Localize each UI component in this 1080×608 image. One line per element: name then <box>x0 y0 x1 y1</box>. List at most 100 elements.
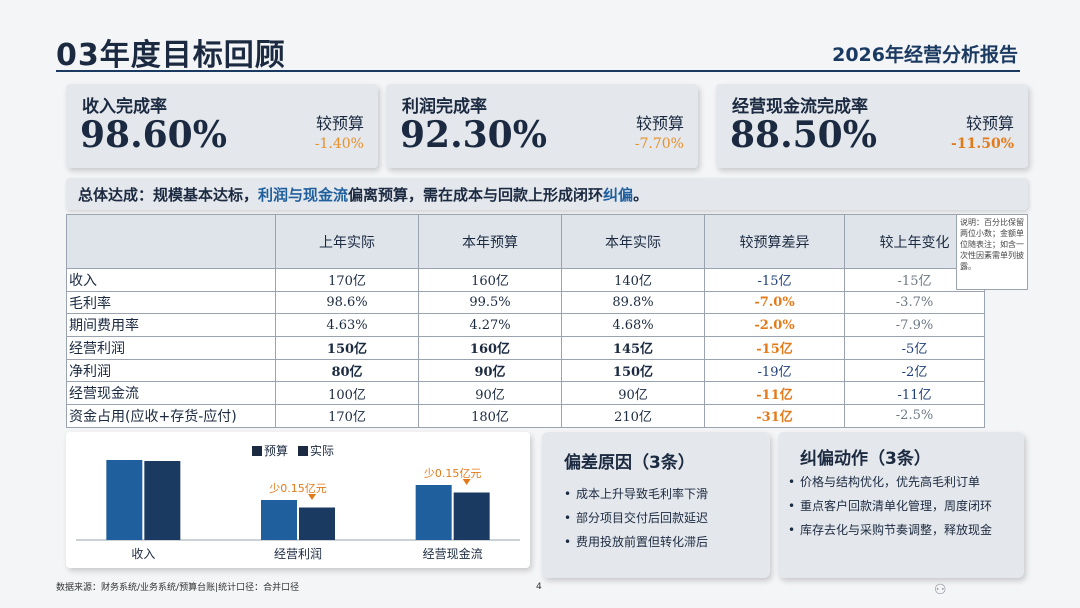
table-cell: 99.5% <box>418 290 562 315</box>
list-item-text: 费用投放前置但转化滞后 <box>576 535 709 549</box>
list-item: • 部分项目交付后回款延迟 <box>564 506 708 530</box>
data-source: 数据来源：财务系统/业务系统/预算台账|统计口径：合并口径 <box>56 583 300 593</box>
kpi-revenue-card: 收入完成率 98.60% 较预算 -1.40% <box>66 84 378 168</box>
title-rule <box>56 70 1020 72</box>
table-cell: 170亿 <box>275 268 419 292</box>
table-cell: 98.6% <box>275 290 419 315</box>
category-label: 收入 <box>131 547 155 561</box>
list-item-text: 价格与结构优化，优先高毛利订单 <box>800 475 981 489</box>
table-cell: 期间费用率 <box>66 313 276 338</box>
bar-annotation: 少0.15亿元 <box>424 467 482 480</box>
table-cell: 145亿 <box>561 336 705 360</box>
table-cell: 150亿 <box>275 336 419 360</box>
table-cell: 4.68% <box>561 313 705 338</box>
table-cell: 180亿 <box>418 404 562 428</box>
table-cell: 90亿 <box>418 358 562 383</box>
bullet-icon: • <box>788 523 796 537</box>
table-cell: -2.0% <box>704 313 845 338</box>
down-arrow-icon <box>462 479 471 485</box>
table-cell: 210亿 <box>561 404 705 428</box>
table-cell: -11亿 <box>704 381 845 406</box>
kpi-label: 利润完成率 <box>402 97 487 117</box>
table-cell: 4.27% <box>418 313 562 338</box>
table-cell: -31亿 <box>704 404 845 428</box>
kpi-cashflow-card: 经营现金流完成率 88.50% 较预算 -11.50% <box>716 84 1028 168</box>
bullet-icon: • <box>564 511 572 525</box>
list-item: • 重点客户回款清单化管理，周度闭环 <box>788 494 992 518</box>
table-cell: 80亿 <box>275 358 419 383</box>
comparison-table: 上年实际 本年预算 本年实际 较预算差异 较上年变化 收入 170亿 160亿 … <box>66 214 985 428</box>
table-row: 净利润 80亿 90亿 150亿 -19亿 -2亿 <box>66 358 985 383</box>
kpi-compare-label: 较预算 <box>635 114 684 133</box>
table-cell: 4.63% <box>275 313 419 338</box>
table-cell: -7.0% <box>704 290 845 315</box>
list-item-text: 重点客户回款清单化管理，周度闭环 <box>800 499 993 513</box>
bar-budget <box>106 460 143 540</box>
kpi-delta: -11.50% <box>951 136 1014 152</box>
actions-panel: 纠偏动作（3条） • 价格与结构优化，优先高毛利订单 • 重点客户回款清单化管理，周… <box>778 432 1024 578</box>
bullet-icon: • <box>564 487 572 501</box>
summary-text: 总体达成：规模基本达标， <box>78 186 259 204</box>
table-cell: -15亿 <box>704 336 845 360</box>
deviation-panel: 偏差原因（3条） • 成本上升导致毛利率下滑 • 部分项目交付后回款延迟 • 费用投放… <box>542 432 770 578</box>
table-cell: 毛利率 <box>66 290 276 315</box>
actions-list: • 价格与结构优化，优先高毛利订单 • 重点客户回款清单化管理，周度闭环 • 库存去化… <box>788 470 992 542</box>
table-cell: 经营现金流 <box>66 381 276 406</box>
table-cell: 160亿 <box>418 336 562 360</box>
bar-annotation: 少0.15亿元 <box>269 482 327 495</box>
table-cell: 140亿 <box>561 268 705 292</box>
table-cell: -5亿 <box>844 336 985 360</box>
bar-actual <box>144 461 181 540</box>
table-cell: 100亿 <box>275 381 419 406</box>
budget-actual-chart-panel: 预算 实际 收入 经营利润 少0.15亿元 经营现金流 少0.15亿元 <box>66 432 530 568</box>
list-item: • 费用投放前置但转化滞后 <box>564 530 708 554</box>
list-item-text: 成本上升导致毛利率下滑 <box>576 487 709 501</box>
summary-highlight: 利润与现金流 <box>258 186 349 204</box>
table-cell: 150亿 <box>561 358 705 383</box>
list-item: • 价格与结构优化，优先高毛利订单 <box>788 470 992 494</box>
kpi-compare-label: 较预算 <box>965 114 1014 133</box>
kpi-delta: -1.40% <box>314 136 364 152</box>
list-item-text: 库存去化与采购节奏调整，释放现金 <box>800 523 993 537</box>
table-row: 毛利率 98.6% 99.5% 89.8% -7.0% -3.7% <box>66 290 985 315</box>
bar-actual <box>453 492 490 540</box>
kpi-label: 经营现金流完成率 <box>732 97 868 117</box>
table-cell: 170亿 <box>275 404 419 428</box>
legend-swatch <box>252 446 262 456</box>
table-cell: 89.8% <box>561 290 705 315</box>
bullet-icon: • <box>788 499 796 513</box>
bar-budget <box>261 500 297 540</box>
table-header: 本年预算 <box>418 214 562 269</box>
table-note: 说明：百分比保留两位小数；金额单位随表注；如含一次性因素需单列披露。 <box>956 214 1028 290</box>
down-arrow-icon <box>308 494 316 500</box>
table-header-row: 上年实际 本年预算 本年实际 较预算差异 较上年变化 <box>66 214 985 269</box>
table-row: 资金占用(应收+存货-应付) 170亿 180亿 210亿 -31亿 -2.5% <box>66 404 985 428</box>
summary-text: 。 <box>633 186 649 204</box>
legend-label: 实际 <box>310 443 334 458</box>
page-title: 03年度目标回顾 <box>56 38 286 73</box>
table-header: 较上年变化 <box>844 214 985 269</box>
table-header: 较预算差异 <box>704 214 845 269</box>
kpi-value: 88.50% <box>730 114 877 156</box>
table-cell: 收入 <box>66 268 276 292</box>
table-cell: -2.5% <box>844 404 985 428</box>
table-header: 本年实际 <box>561 214 705 269</box>
kpi-value: 92.30% <box>400 114 547 156</box>
bullet-icon: • <box>564 535 572 549</box>
kpi-value: 98.60% <box>80 114 227 156</box>
list-item: • 成本上升导致毛利率下滑 <box>564 482 708 506</box>
table-row: 期间费用率 4.63% 4.27% 4.68% -2.0% -7.9% <box>66 313 985 338</box>
legend-label: 预算 <box>264 443 288 458</box>
table-row: 经营现金流 100亿 90亿 90亿 -11亿 -11亿 <box>66 381 985 406</box>
table-cell: 经营利润 <box>66 336 276 360</box>
table-cell: -3.7% <box>844 290 985 315</box>
table-cell: -15亿 <box>704 268 845 292</box>
table-row: 收入 170亿 160亿 140亿 -15亿 -15亿 <box>66 268 985 292</box>
table-cell: 资金占用(应收+存货-应付) <box>66 404 276 428</box>
table-cell: 90亿 <box>418 381 562 406</box>
kpi-delta: -7.70% <box>634 136 684 152</box>
kpi-profit-card: 利润完成率 92.30% 较预算 -7.70% <box>386 84 698 168</box>
table-cell: 160亿 <box>418 268 562 292</box>
deviation-list: • 成本上升导致毛利率下滑 • 部分项目交付后回款延迟 • 费用投放前置但转化滞后 <box>564 482 708 554</box>
